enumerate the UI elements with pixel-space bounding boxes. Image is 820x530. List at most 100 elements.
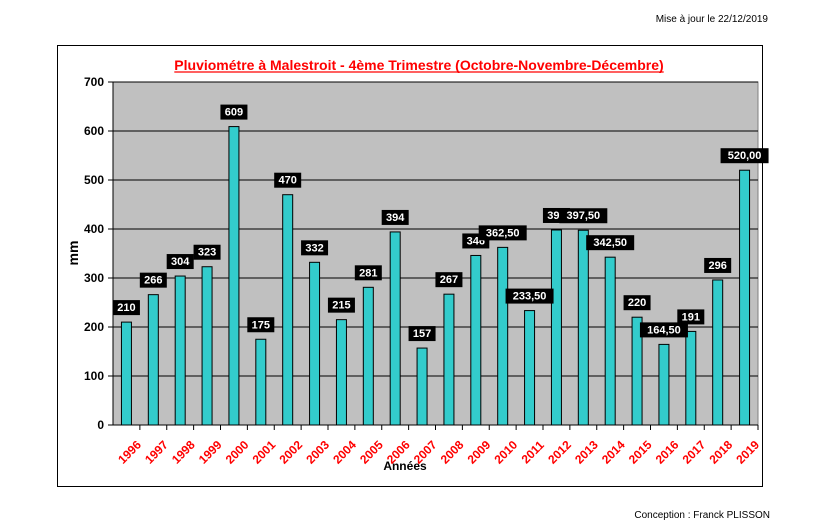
data-label-box: [354, 265, 382, 281]
data-label-2000: 609: [225, 107, 243, 119]
y-tick-label: 200: [84, 320, 104, 334]
data-label-2010: 362,50: [486, 227, 520, 239]
y-tick-label: 700: [84, 75, 104, 89]
y-axis-label: mm: [65, 241, 81, 266]
x-tick-label-2005: 2005: [357, 438, 386, 467]
data-labels: 210 266 304 323 609 175 470 332 215 281 394 157 267 3…: [112, 104, 769, 342]
data-label-2015: 220: [628, 297, 646, 309]
x-tick-label-2019: 2019: [733, 438, 762, 467]
x-tick-label-1998: 1998: [169, 438, 198, 467]
bar-2017: [685, 330, 697, 426]
bar-1998: [174, 275, 186, 426]
data-label-2007: 157: [413, 328, 431, 340]
bars: [120, 126, 751, 426]
x-tick-label-2012: 2012: [545, 438, 574, 467]
y-axis-ticks: 0 100 200 300 400 500 600 700: [84, 75, 113, 432]
data-label-box: [139, 272, 167, 288]
x-tick-label-2011: 2011: [519, 438, 548, 467]
x-tick-label-2009: 2009: [465, 438, 494, 467]
bar-2001: [255, 338, 267, 426]
y-tick-label: 100: [84, 369, 104, 383]
bar-2002: [282, 194, 294, 426]
data-label-2016: 164,50: [647, 324, 681, 336]
data-label-box: [301, 240, 329, 256]
data-label-box: [327, 297, 355, 313]
data-label-box: [559, 208, 608, 224]
bar-2000: [228, 126, 240, 426]
bar-2005: [362, 286, 374, 426]
bar-2003: [309, 261, 321, 426]
x-tick-label-2015: 2015: [626, 438, 655, 467]
data-label-2005: 281: [359, 267, 377, 279]
data-label-box: [247, 317, 275, 333]
data-label-box: [505, 288, 554, 304]
gridlines: [113, 81, 758, 377]
data-label-2013: 397,50: [566, 210, 600, 222]
data-label-box: [677, 309, 705, 325]
data-label-box: [274, 172, 302, 188]
data-label-box: [166, 254, 194, 270]
data-label-box: [193, 244, 221, 260]
y-tick-label: 500: [84, 173, 104, 187]
y-tick-label: 400: [84, 222, 104, 236]
data-label-2008: 267: [440, 274, 458, 286]
y-tick-label: 600: [84, 124, 104, 138]
data-label-box: [478, 225, 527, 241]
data-label-box: [408, 326, 436, 342]
data-label-1997: 266: [144, 275, 162, 287]
x-tick-label-1996: 1996: [115, 438, 144, 467]
x-tick-label-2013: 2013: [572, 438, 601, 467]
data-label-box: [435, 272, 463, 288]
chart-title: Pluviométre à Malestroit - 4ème Trimestr…: [174, 57, 663, 73]
update-date: Mise à jour le 22/12/2019: [655, 14, 768, 25]
bar-2011: [524, 310, 536, 426]
data-label-2004: 215: [332, 300, 350, 312]
data-label-2018: 296: [709, 260, 727, 272]
data-label-box: [220, 104, 248, 120]
data-label-2003: 332: [305, 242, 323, 254]
x-tick-label-2018: 2018: [706, 438, 735, 467]
x-tick-label-2004: 2004: [330, 438, 359, 467]
bar-2018: [712, 279, 724, 426]
data-label-2001: 175: [252, 319, 270, 331]
x-tick-label-2001: 2001: [250, 438, 279, 467]
bar-2012: [550, 229, 562, 426]
bar-2016: [658, 343, 670, 426]
data-label-box: [381, 209, 409, 225]
x-tick-label-2016: 2016: [653, 438, 682, 467]
data-label-box: [639, 322, 688, 338]
data-label-box: [720, 148, 769, 164]
data-label-2002: 470: [279, 175, 297, 187]
bar-2010: [497, 246, 509, 426]
bar-2019: [739, 169, 751, 426]
data-label-2019: 520,00: [728, 150, 762, 162]
x-tick-label-2000: 2000: [223, 438, 252, 467]
bar-2007: [416, 347, 428, 426]
y-tick-label: 0: [97, 418, 104, 432]
bar-2006: [389, 231, 401, 426]
bar-1999: [201, 266, 213, 426]
x-tick-label-1997: 1997: [142, 438, 171, 467]
x-tick-label-2002: 2002: [276, 438, 305, 467]
bar-2009: [470, 254, 482, 426]
x-tick-label-1999: 1999: [196, 438, 225, 467]
bar-2004: [335, 319, 347, 426]
x-axis-label: Années: [383, 459, 427, 473]
data-label-2017: 191: [682, 311, 700, 323]
x-axis-ticks: 1996199719981999200020012002200320042005…: [115, 425, 762, 467]
credit-text: Conception : Franck PLISSON: [634, 510, 770, 521]
x-tick-label-2010: 2010: [491, 438, 520, 467]
x-tick-label-2003: 2003: [303, 438, 332, 467]
data-label-2014: 342,50: [593, 237, 627, 249]
bar-2014: [604, 256, 616, 426]
data-label-box: [586, 235, 635, 251]
data-label-1999: 323: [198, 247, 216, 259]
data-label-1998: 304: [171, 256, 190, 268]
data-label-box: [623, 295, 651, 311]
bar-1996: [120, 321, 132, 426]
x-tick-label-2017: 2017: [680, 438, 709, 467]
y-tick-label: 300: [84, 271, 104, 285]
data-label-box: [704, 257, 732, 273]
data-label-box: [112, 300, 140, 316]
